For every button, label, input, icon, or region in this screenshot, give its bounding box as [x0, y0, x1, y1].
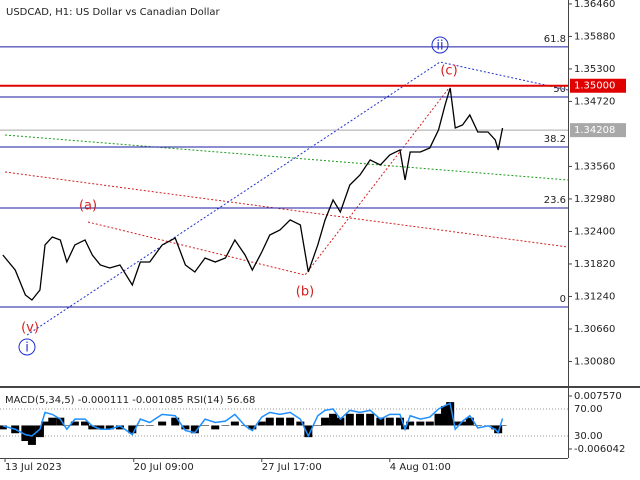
macd-bar — [211, 425, 220, 430]
fib-label: 0 — [560, 294, 566, 305]
x-tick-label: 27 Jul 17:00 — [262, 462, 322, 473]
macd-bar — [296, 421, 305, 426]
macd-bar — [446, 402, 455, 426]
macd-bar — [88, 425, 97, 430]
rsi-line — [2, 402, 504, 438]
y-tick-label: 1.31820 — [574, 259, 615, 270]
macd-bar — [0, 425, 7, 430]
macd-bar — [434, 413, 443, 426]
macd-bar — [257, 421, 266, 426]
macd-bar — [190, 425, 199, 434]
macd-bar — [304, 425, 313, 438]
macd-bar — [473, 425, 482, 426]
wave-label: (v) — [21, 321, 39, 336]
wave-label: i — [25, 341, 29, 356]
macd-bar — [458, 421, 467, 426]
macd-bar — [494, 425, 503, 434]
macd-bar — [345, 413, 354, 426]
macd-bar — [136, 425, 145, 426]
price-label-box — [570, 78, 626, 93]
macd-bar — [385, 417, 394, 426]
price-label: 1.34208 — [574, 125, 615, 136]
macd-bar — [451, 421, 460, 426]
macd-bar — [416, 421, 425, 426]
y2-tick-label: 30.00 — [574, 431, 603, 442]
macd-bar — [35, 425, 44, 438]
chart-title: USDCAD, H1: US Dollar vs Canadian Dollar — [6, 7, 220, 18]
y-tick-label: 1.32980 — [574, 194, 615, 205]
macd-bar — [230, 421, 239, 426]
y-tick-label: 1.36460 — [574, 0, 615, 10]
macd-bar — [171, 417, 180, 426]
macd-bar — [265, 417, 274, 426]
wave-circle — [431, 36, 449, 54]
macd-bar — [105, 425, 114, 430]
price-label-box — [570, 123, 626, 138]
wave-circle — [18, 338, 36, 356]
wave-label: ii — [436, 39, 443, 54]
y-tick-label: 1.35300 — [574, 64, 615, 75]
fib-label: 61.8 — [544, 34, 566, 45]
macd-bar — [498, 425, 507, 426]
macd-bar — [158, 421, 167, 426]
price-line — [2, 87, 504, 301]
macd-bar — [376, 417, 385, 426]
macd-bar — [248, 425, 257, 430]
macd-bar — [48, 417, 57, 426]
macd-bar — [62, 425, 71, 426]
y-tick-label: 0.007570 — [574, 391, 622, 402]
macd-bar — [145, 425, 154, 426]
wave-label: (c) — [440, 64, 457, 79]
macd-bar — [321, 417, 330, 426]
trend-line — [4, 171, 569, 248]
macd-bar — [425, 421, 434, 426]
macd-bar — [313, 425, 322, 426]
y-tick-label: 1.35880 — [574, 31, 615, 42]
macd-bar — [181, 425, 190, 430]
macd-bar — [21, 425, 30, 442]
macd-bar — [41, 421, 50, 426]
y2-tick-label: 70.00 — [574, 404, 603, 415]
macd-bar — [115, 425, 124, 430]
wave-label: (a) — [79, 199, 97, 214]
y-tick-label: 1.30660 — [574, 324, 615, 335]
fib-label: 23.6 — [544, 195, 566, 206]
macd-bar — [286, 417, 295, 426]
y-tick-label: 1.31240 — [574, 291, 615, 302]
indicator-title: MACD(5,34,5) -0.000111 -0.001085 RSI(14)… — [5, 395, 255, 406]
macd-bar — [465, 417, 474, 426]
macd-bar — [81, 421, 90, 426]
macd-bar — [201, 425, 210, 426]
macd-bar — [128, 425, 137, 434]
macd-bar — [96, 425, 105, 430]
y-tick-label: 1.30080 — [574, 356, 615, 367]
wave-line — [87, 87, 450, 276]
macd-bar — [406, 421, 415, 426]
macd-bar — [70, 421, 79, 426]
y-tick-label: 1.33560 — [574, 161, 615, 172]
macd-bar — [441, 406, 450, 426]
wave-label: (b) — [296, 285, 314, 300]
x-tick-label: 4 Aug 01:00 — [390, 462, 451, 473]
macd-bar — [275, 417, 284, 426]
macd-bar — [336, 417, 345, 426]
fib-label: 50 — [553, 84, 566, 95]
y-tick-label: 1.34720 — [574, 96, 615, 107]
macd-bar — [366, 413, 375, 426]
x-tick-label: 13 Jul 2023 — [5, 462, 62, 473]
macd-bar — [221, 425, 230, 426]
macd-bar — [355, 413, 364, 426]
y-tick-label: -0.006042 — [574, 444, 625, 455]
macd-bar — [56, 417, 65, 426]
macd-bar — [395, 417, 404, 426]
y-tick-label: 1.32400 — [574, 226, 615, 237]
price-label: 1.35000 — [574, 81, 615, 92]
fib-label: 38.2 — [544, 134, 566, 145]
x-tick-label: 20 Jul 09:00 — [134, 462, 194, 473]
macd-bar — [329, 413, 338, 426]
